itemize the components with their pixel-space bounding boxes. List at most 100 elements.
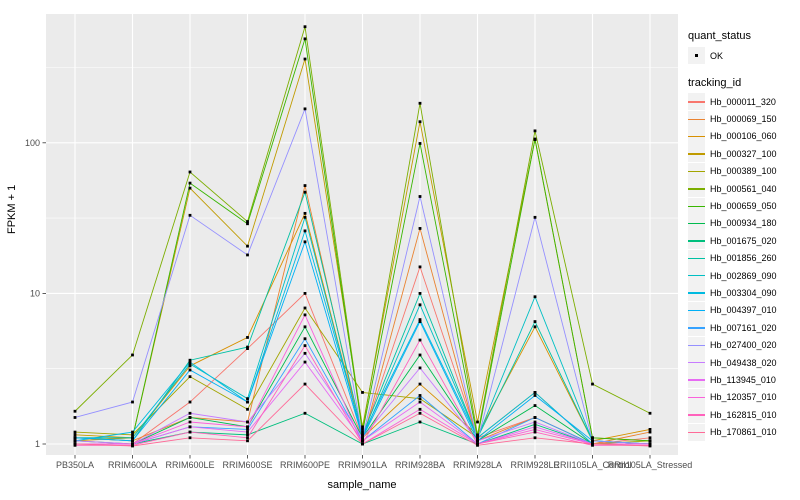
data-point xyxy=(476,436,479,440)
data-point xyxy=(246,222,249,226)
data-point xyxy=(648,436,652,440)
data-point xyxy=(418,292,422,295)
legend-item: Hb_113945_010 xyxy=(688,371,800,389)
data-point xyxy=(361,442,364,446)
legend-label: Hb_000011_320 xyxy=(710,96,776,107)
data-point xyxy=(303,382,307,386)
data-point xyxy=(188,436,192,440)
data-point xyxy=(418,303,422,307)
x-tick-label: RRIM928LE xyxy=(510,460,559,470)
legend-label: Hb_000561_040 xyxy=(710,183,777,194)
legend-line-swatch xyxy=(688,414,705,416)
data-point xyxy=(418,318,422,321)
data-point xyxy=(303,360,307,364)
data-point xyxy=(303,337,307,341)
legend-key-box xyxy=(688,47,705,64)
data-point xyxy=(418,411,422,415)
data-point xyxy=(246,439,249,443)
legend-line-swatch xyxy=(688,344,705,347)
legend-label: Hb_001856_260 xyxy=(710,253,777,264)
legend-label: Hb_004397_010 xyxy=(710,305,777,316)
legend-item: Hb_000011_320 xyxy=(688,93,800,111)
data-point xyxy=(246,253,249,257)
legend-item: Hb_004397_010 xyxy=(688,301,800,319)
legend-key-box xyxy=(688,388,705,406)
data-point xyxy=(246,407,249,411)
legend-key-box xyxy=(688,214,705,232)
data-point xyxy=(418,320,422,323)
x-tick-label: PB350LA xyxy=(56,460,94,470)
data-point xyxy=(73,436,77,440)
data-point xyxy=(188,362,192,366)
data-point xyxy=(418,366,422,370)
legend-key-box xyxy=(688,145,705,163)
legend-key-box xyxy=(688,267,705,285)
data-point xyxy=(303,411,307,415)
data-point xyxy=(246,428,249,431)
legend-key-box xyxy=(688,354,705,372)
data-point xyxy=(476,420,479,424)
data-point xyxy=(73,409,77,413)
data-point xyxy=(303,107,307,111)
legend-item: Hb_162815_010 xyxy=(688,406,800,424)
legend-key-box xyxy=(688,162,705,180)
data-point xyxy=(418,120,422,124)
data-point xyxy=(533,430,537,434)
y-axis-title: FPKM + 1 xyxy=(6,184,18,234)
data-point xyxy=(533,422,537,426)
legend-key-box xyxy=(688,180,705,198)
data-point xyxy=(188,375,192,379)
legend-item: Hb_002869_090 xyxy=(688,267,800,285)
data-point xyxy=(533,215,537,219)
data-point xyxy=(303,215,307,219)
legend-label: Hb_000389_100 xyxy=(710,166,777,177)
x-tick-label: RRII105LA_Stressed xyxy=(608,460,693,470)
data-point xyxy=(533,404,537,407)
legend-line-swatch xyxy=(688,170,705,173)
data-point xyxy=(591,382,594,386)
data-point xyxy=(476,443,479,447)
legend-line-swatch xyxy=(688,257,705,260)
data-point xyxy=(361,433,364,437)
x-tick-label: RRII105LA_Control xyxy=(553,460,631,470)
data-point xyxy=(533,325,537,329)
data-point xyxy=(418,397,422,401)
data-point xyxy=(246,397,249,401)
x-tick-label: RRIM928BA xyxy=(395,460,445,470)
legend-item: Hb_000934_180 xyxy=(688,214,800,232)
data-point xyxy=(303,184,307,187)
data-point xyxy=(303,190,307,194)
data-point xyxy=(188,416,192,419)
data-point xyxy=(361,428,364,431)
data-point xyxy=(533,391,537,394)
legend-label: Hb_000327_100 xyxy=(710,148,777,159)
data-point xyxy=(188,420,192,424)
legend-label: Hb_000659_050 xyxy=(710,201,777,212)
data-point xyxy=(131,433,134,437)
data-point xyxy=(418,353,422,357)
point-marker-icon xyxy=(695,54,698,57)
data-point xyxy=(418,338,422,342)
data-point xyxy=(131,436,134,440)
data-point xyxy=(533,428,537,431)
legend-line-swatch xyxy=(688,101,705,103)
legend: quant_status OK tracking_id Hb_000011_32… xyxy=(686,0,800,500)
data-point xyxy=(418,382,422,386)
data-point xyxy=(73,433,77,437)
legend-line-swatch xyxy=(688,118,705,120)
legend-item: Hb_049438_020 xyxy=(688,354,800,372)
legend-label: Hb_162815_010 xyxy=(710,409,777,420)
data-point xyxy=(533,295,537,299)
data-point xyxy=(246,244,249,248)
data-point xyxy=(131,439,134,443)
legend-key-box xyxy=(688,110,705,128)
x-tick-label: RRIM600PE xyxy=(280,460,330,470)
data-point xyxy=(303,351,307,355)
data-point xyxy=(188,364,192,368)
data-point xyxy=(533,394,537,397)
data-point xyxy=(533,420,537,424)
data-point xyxy=(303,240,307,244)
legend-key-box xyxy=(688,319,705,337)
data-point xyxy=(361,425,364,429)
